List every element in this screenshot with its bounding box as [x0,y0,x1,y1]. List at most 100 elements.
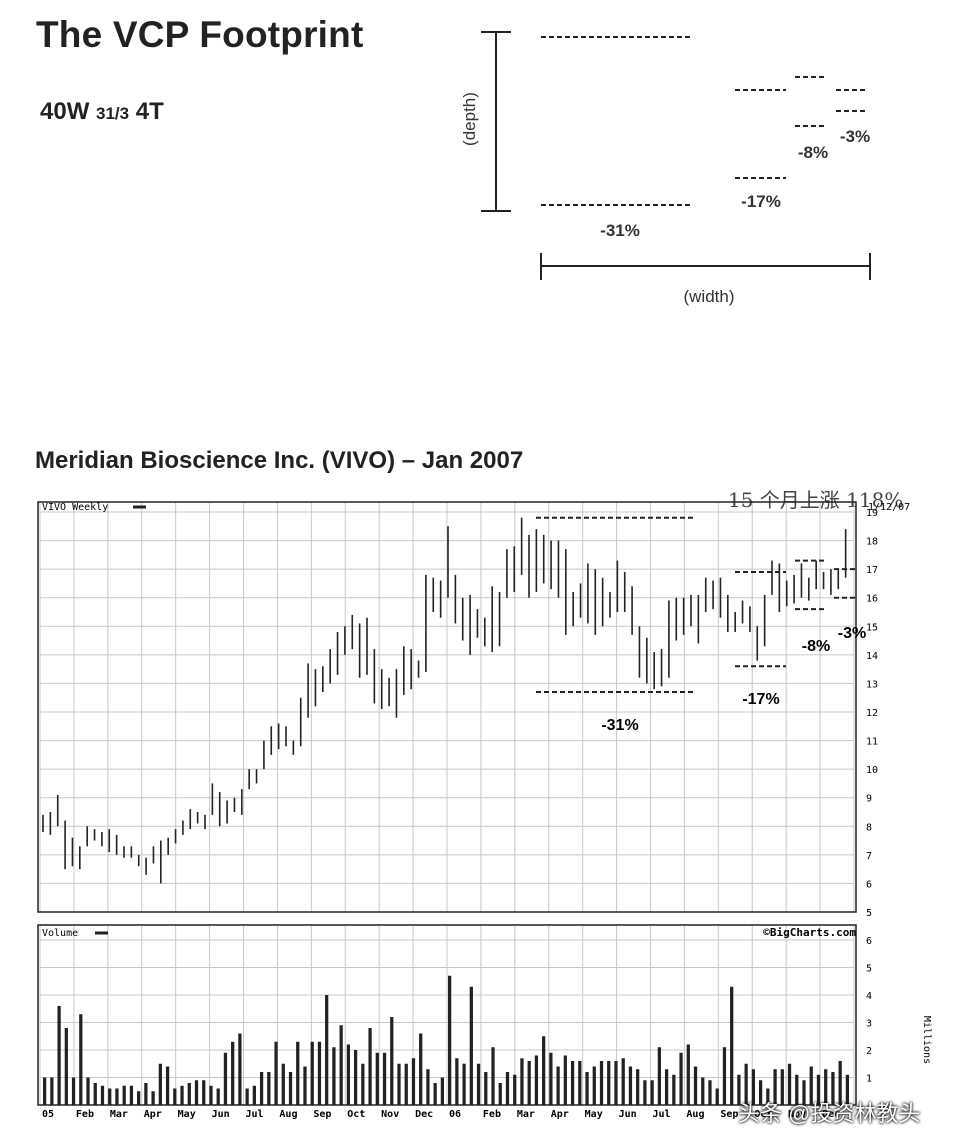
contraction-label: -31% [601,717,638,734]
volume-bar [701,1077,705,1105]
volume-bar [679,1052,683,1105]
volume-bar [187,1083,191,1105]
volume-bar [563,1055,567,1105]
volume-bar [50,1077,54,1105]
x-tick-label: 06 [449,1109,461,1120]
volume-bar [296,1041,300,1105]
volume-tick-label: 3 [866,1019,872,1030]
x-tick-label: Oct [347,1109,365,1120]
volume-bar [722,1047,727,1105]
volume-bar [433,1083,437,1105]
volume-bar [831,1072,835,1105]
volume-bar [317,1041,322,1105]
volume-bar [636,1069,640,1105]
volume-bar [281,1063,285,1105]
volume-bars [43,975,850,1105]
volume-bar [780,1069,784,1105]
price-ticks: 5 6 7 8 9 10 11 12 13 14 15 16 17 18 19 [866,508,878,919]
x-tick-label: Feb [483,1109,501,1120]
x-tick-label: Sep [720,1109,738,1120]
volume-bar [93,1083,97,1105]
price-tick-label: 8 [866,822,872,833]
x-tick-label: Nov [381,1109,399,1120]
volume-axis-label: Millions [921,1016,932,1064]
chinese-note: 15 个月上涨 118% [728,488,904,512]
volume-bar [43,1077,47,1105]
price-bars [42,517,847,884]
volume-bar [773,1069,777,1105]
volume-bar [824,1069,828,1105]
volume-bar [115,1088,119,1105]
volume-bar [144,1083,148,1105]
volume-bar [71,1077,76,1105]
volume-bar [180,1085,184,1105]
price-tick-label: 10 [866,765,878,776]
volume-bar [737,1074,741,1105]
volume-bar [758,1080,763,1105]
volume-panel-frame [37,924,857,1106]
volume-bar [816,1074,821,1105]
volume-bar [585,1072,589,1105]
volume-bar [122,1085,126,1105]
contraction-label: -17% [742,691,779,708]
price-grid [39,502,855,913]
volume-bar [274,1041,278,1105]
volume-bar [375,1052,379,1105]
volume-bar [672,1074,676,1105]
volume-bar [231,1041,235,1105]
volume-bar [325,995,329,1105]
stock-title: Meridian Bioscience Inc. (VIVO) – Jan 20… [35,447,524,474]
volume-bar [802,1080,806,1105]
watermark: 头条 @投资林教头 [738,1101,921,1126]
volume-bar [708,1080,712,1105]
volume-bar [259,1072,264,1105]
volume-bar [129,1085,134,1105]
contraction-1-label: -31% [600,221,640,240]
volume-bar [216,1088,220,1105]
volume-bar [766,1088,770,1105]
x-tick-labels: 05 Feb Mar Apr May Jun Jul Aug Sep Oct Nov Dec 06 Feb… [42,1109,840,1120]
price-tick-label: 16 [866,594,878,605]
volume-panel-title: Volume [42,928,78,939]
contraction-4-label: -3% [840,127,870,146]
volume-tick-label: 2 [866,1046,872,1057]
price-tick-label: 12 [866,708,878,719]
price-date-label: 1/12/07 [868,502,910,513]
volume-bar [390,1017,394,1105]
volume-bar [628,1066,633,1105]
price-tick-label: 11 [866,737,878,748]
volume-bar [578,1061,582,1105]
x-tick-label: May [178,1109,196,1120]
volume-bar [108,1088,112,1105]
volume-grid [39,925,855,1105]
price-panel-title: VIVO Weekly [42,502,108,513]
volume-bar [397,1063,401,1105]
volume-bar [592,1066,596,1105]
contraction-2-label: -17% [741,192,781,211]
volume-bar [57,1006,61,1105]
x-tick-label: Mar [110,1109,128,1120]
volume-bar [715,1088,719,1105]
x-tick-label: Apr [551,1109,569,1120]
vcp-subtitle: 40W 31/3 4T [40,98,164,126]
contraction-annotations: -31% -17% -8% -3% [536,516,866,734]
subtitle-small: 31/3 [96,104,130,123]
volume-bar [194,1080,199,1105]
price-panel-frame [37,501,857,913]
volume-bar [332,1047,336,1105]
volume-bar [650,1080,654,1105]
volume-bar [151,1091,155,1105]
page-title: The VCP Footprint [36,14,364,55]
price-tick-label: 18 [866,537,878,548]
volume-bar [361,1063,365,1105]
vcp-diagram: (depth) (width) -31% -17% -8% -3% [460,31,871,306]
volume-bar [730,986,734,1105]
x-tick-label: Sep [313,1109,331,1120]
price-tick-label: 13 [866,679,878,690]
volume-bar [505,1072,510,1105]
volume-bar [657,1047,661,1105]
x-tick-label: Mar [517,1109,535,1120]
volume-bar [534,1055,539,1105]
volume-bar [404,1063,408,1105]
volume-bar [267,1072,271,1105]
